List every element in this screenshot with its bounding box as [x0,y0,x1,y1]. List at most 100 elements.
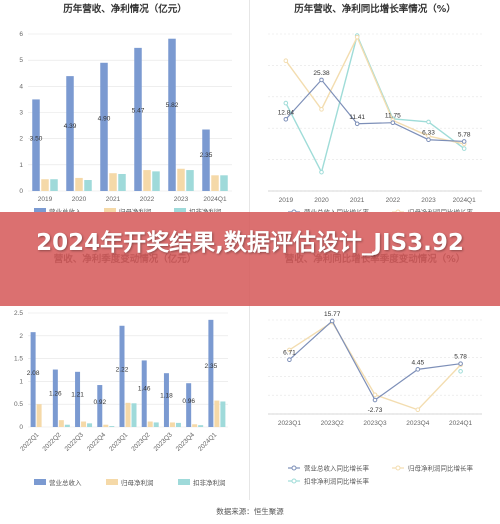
y-tick-label: 2.5 [14,310,23,317]
line-data-label: 12.84 [278,109,295,116]
bar-parent-np [177,168,185,191]
line-point [283,100,289,106]
line-data-label: 25.38 [313,70,330,77]
bar-revenue [134,47,142,191]
y-tick-label: 6 [19,31,23,38]
bar-deducted-np [153,422,159,427]
data-source-note: 数据来源：恒生聚源 [216,507,284,516]
bar-deducted-np [131,403,137,427]
line-point [319,77,324,83]
bar-data-label: 0.92 [93,399,106,406]
bar-data-label: 1.21 [71,392,84,399]
line-data-label: 6.33 [422,130,435,137]
bar-parent-np [103,424,109,427]
bar-data-label: 2.08 [27,370,40,377]
bar-data-label: 4.90 [98,115,111,122]
y-tick-label: 0.5 [14,401,23,408]
y-tick-label: 4 [19,83,23,90]
legend-marker [291,478,297,484]
overlay-banner [0,212,500,306]
x-tick-label: 2024Q1 [203,196,227,203]
y-tick-label: 0 [19,424,23,431]
bar-deducted-np [50,179,58,191]
legend-label: 营业总收入同比增长率 [304,208,370,213]
bar-revenue [100,62,108,192]
x-tick-label: 2023Q3 [153,431,175,453]
x-tick-label: 2022 [140,196,155,203]
bar-data-label: 1.18 [160,392,173,399]
chart-quarterly-revenue-profit-svg: 营收、净利季度变动情况（亿元）00.511.522.52.082022Q11.2… [14,253,228,487]
y-tick-label: 2 [19,333,23,340]
legend-marker [291,209,297,212]
legend-swatch [104,208,116,212]
bar-deducted-np [220,401,226,427]
line-point [458,361,463,366]
bar-deducted-np [118,173,126,191]
y-tick-label: 2 [19,136,23,143]
x-tick-label: 2023 [421,197,436,204]
chart-title: 历年营收、净利同比增长率情况（%） [294,3,456,15]
x-tick-label: 2021 [350,197,365,204]
legend-marker [395,465,401,471]
bar-data-label: 3.50 [30,136,43,143]
line-data-label: 6.71 [283,350,296,357]
bar-parent-np [58,420,64,427]
bar-parent-np [169,422,175,427]
y-tick-label: 1.5 [14,356,23,363]
bar-parent-np [41,179,49,191]
bar-deducted-np [109,426,115,427]
line-data-label: 5.78 [454,354,467,361]
line-point [415,367,421,372]
legend-swatch [178,479,190,485]
line-data-label: 15.77 [324,311,341,318]
legend-label: 归母净利润同比增长率 [408,208,474,213]
line-data-label: 4.45 [411,359,424,366]
legend-label: 营业总收入 [49,478,82,487]
bar-deducted-np [152,171,160,191]
bar-data-label: 0.96 [182,398,195,405]
chart-quarterly-revenue-profit: 营收、净利季度变动情况（亿元）00.511.522.52.082022Q11.2… [0,250,250,500]
line-data-label: 5.78 [458,131,471,138]
legend-label: 扣非净利润 [193,478,226,487]
bar-revenue [32,99,40,191]
bar-deducted-np [198,425,204,427]
x-tick-label: 2023Q2 [130,431,152,453]
line-point [390,120,396,126]
x-tick-label: 2021 [106,196,121,203]
legend-label: 扣非净利润 [189,207,222,212]
x-tick-label: 2022 [386,197,401,204]
legend-label: 营业总收入同比增长率 [304,464,370,473]
line-point [319,107,324,112]
legend-label: 归母净利润 [119,207,152,212]
legend-label: 扣非净利润同比增长率 [304,477,370,486]
bar-data-label: 5.47 [132,107,145,114]
x-tick-label: 2024Q1 [449,420,473,427]
line-data-label: 11.41 [349,114,365,121]
chart-annual-growth-rate-svg: 历年营收、净利同比增长率情况（%） 12.84 25.38 11.41 11.75 6.3… [268,3,482,213]
bar-parent-np [214,400,220,427]
x-tick-label: 2023Q1 [108,431,130,453]
legend-swatch [106,479,118,485]
bar-revenue [208,319,214,427]
bar-revenue [141,360,147,427]
line-point [372,397,378,403]
bar-deducted-np [220,175,228,191]
bar-data-label: 1.46 [138,385,151,392]
legend-marker [291,465,297,471]
line-data-label: -2.73 [368,407,383,414]
legend-label: 营业总收入 [49,207,82,212]
bar-revenue [119,325,125,427]
bar-deducted-np [64,424,70,427]
legend-swatch [34,208,46,212]
line-point [461,146,467,151]
x-tick-label: 2023Q4 [175,431,197,453]
bar-revenue [30,332,36,427]
line-point [329,318,335,324]
bar-parent-np [192,424,198,427]
bar-parent-np [143,170,151,191]
bar-data-label: 4.39 [64,123,77,130]
bar-data-label: 2.35 [200,152,213,159]
bar-parent-np [75,177,83,191]
line-series-deducted-np [285,33,465,175]
legend-label: 归母净利润同比增长率 [408,464,474,473]
